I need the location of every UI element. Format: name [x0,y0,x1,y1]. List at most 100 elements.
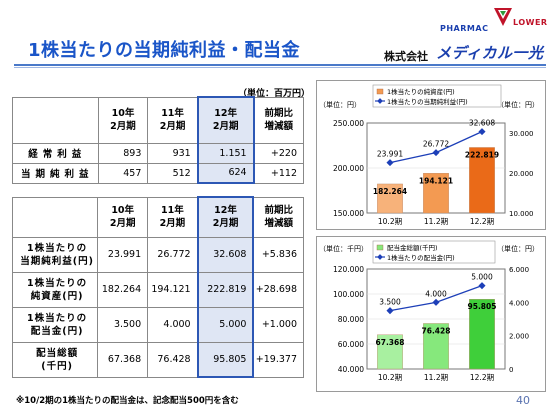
unit-label: （単位：百万円） [238,89,311,99]
row-label: 1株当たりの 純資産(円) [11,271,99,308]
table-cell: 931 [147,142,199,164]
logo-text-left: PHARMAC [440,24,489,33]
chart-panel-dividend: （単位：千円） （単位：円） 120.000 100.000 80.000 60.000 4… [316,236,546,392]
left-tick-label: 150.000 [333,209,364,218]
table-row: 当期純利益 457 512 624 +112 [12,162,304,184]
bar-value-label: 222.819 [465,150,499,159]
right-axis-unit: （単位：円） [497,244,539,253]
table-cell: 4.000 [147,306,199,343]
left-tick-label: 250.000 [333,119,364,128]
bar-value-label: 67.368 [376,338,405,347]
left-tick-label: 80.000 [338,315,364,324]
table-cell: 457 [97,162,149,184]
legend-label-line: 1株当たりの配当金(円) [387,253,455,262]
company-brand: メディカル一光 [436,44,544,62]
chart-dividend: （単位：千円） （単位：円） 120.000 100.000 80.000 60.000 4… [319,240,539,382]
category-label: 11.2期 [424,373,448,382]
row-label: 経常利益 [12,142,99,164]
logo-text-right: LOWER [513,18,548,27]
table-corner [11,196,99,238]
row-label: 1株当たりの 当期純利益(円) [11,236,99,273]
table-header-cell: 12年 2月期 [196,96,255,144]
category-label: 12.2期 [470,373,494,382]
legend-swatch-bar [376,88,384,95]
flower-logo-icon [494,8,512,26]
title-underline [14,64,546,66]
table-cell: 23.991 [97,236,149,273]
page-number: 40 [516,394,530,407]
category-label: 10.2期 [378,217,402,226]
legend-box [372,84,502,108]
left-axis-unit: （単位：千円） [319,244,368,253]
line-point [478,128,486,136]
right-tick-label: 10.000 [509,210,534,218]
table-cell: 194.121 [147,271,199,308]
per-share-table: 10年 2月期 11年 2月期 12年 2月期 前期比 増減額 1株当たりの 当期純利益(… [11,196,305,378]
table-header-cell: 10年 2月期 [97,96,149,144]
title-underline-thin [14,67,546,68]
bar [377,334,403,370]
table-header-row: 10年 2月期 11年 2月期 12年 2月期 前期比 増減額 [12,96,304,144]
right-tick-label: 30.000 [509,130,534,138]
table-row: 1株当たりの 配当金(円) 3.500 4.000 5.000 +1.000 [11,306,305,343]
table-corner [12,96,99,144]
left-tick-label: 200.000 [333,164,364,173]
table-header-row: 10年 2月期 11年 2月期 12年 2月期 前期比 増減額 [11,196,305,238]
right-tick-label: 4.000 [509,299,529,307]
bar-value-label: 95.805 [468,302,497,311]
table-cell: 26.772 [147,236,199,273]
legend-box [372,240,496,264]
table-header-cell: 10年 2月期 [97,196,149,238]
legend-label-bar: 1株当たりの純資産(円) [387,87,455,96]
line-value-label: 32.608 [469,119,495,128]
table-cell: +112 [253,162,304,184]
line-value-label: 3.500 [379,298,401,307]
row-label: 配当総額 (千円) [11,341,99,378]
table-cell: 5.000 [196,306,255,343]
table-row: 1株当たりの 当期純利益(円) 23.991 26.772 32.608 +5.8… [11,236,305,273]
right-tick-label: 20.000 [509,170,534,178]
table-cell: 95.805 [196,341,255,378]
row-label: 1株当たりの 配当金(円) [11,306,99,343]
footnote: ※10/2期の1株当たりの配当金は、記念配当500円を含む [16,396,239,406]
table-header-cell: 前期比 増減額 [252,196,305,238]
legend-swatch-bar [376,244,384,251]
legend-label-line: 1株当たりの当期純利益(円) [387,97,468,106]
table-cell: +19.377 [252,341,305,378]
table-cell: 76.428 [147,341,199,378]
bar [377,183,403,214]
table-cell: 1.151 [196,142,255,164]
bar [423,173,449,214]
line-point [432,149,440,157]
table-row: 経常利益 893 931 1.151 +220 [12,142,304,164]
category-label: 12.2期 [470,217,494,226]
table-cell: 512 [147,162,199,184]
bar [423,323,449,370]
table-row: 配当総額 (千円) 67.368 76.428 95.805 +19.377 [11,341,305,378]
category-label: 10.2期 [378,373,402,382]
table-cell: 182.264 [97,271,149,308]
bar-value-label: 182.264 [373,187,407,196]
line-value-label: 4.000 [425,289,447,298]
bar [469,147,495,214]
table-cell: +1.000 [252,306,305,343]
table-header-cell: 11年 2月期 [147,96,199,144]
bar-value-label: 76.428 [422,326,451,335]
bar-value-label: 194.121 [419,176,453,185]
page-title: 1株当たりの当期純利益・配当金 [28,40,301,61]
bar [469,299,495,370]
right-axis-unit: （単位：円） [497,100,539,109]
right-tick-label: 6.000 [509,266,529,274]
left-tick-label: 40.000 [338,365,364,374]
left-tick-label: 60.000 [338,340,364,349]
line-value-label: 23.991 [377,150,403,159]
line-value-label: 5.000 [471,273,493,282]
profit-table: 10年 2月期 11年 2月期 12年 2月期 前期比 増減額 経常利益 893 931… [12,96,304,184]
left-tick-label: 100.000 [333,290,364,299]
category-label: 11.2期 [424,217,448,226]
table-cell: 3.500 [97,306,149,343]
chart-net-assets: （単位：円） （単位：円） 250.000 200.000 150.000 30.000 2… [319,84,539,226]
table-cell: 67.368 [97,341,149,378]
table-cell: +28.698 [252,271,305,308]
left-axis-unit: （単位：円） [319,100,361,109]
